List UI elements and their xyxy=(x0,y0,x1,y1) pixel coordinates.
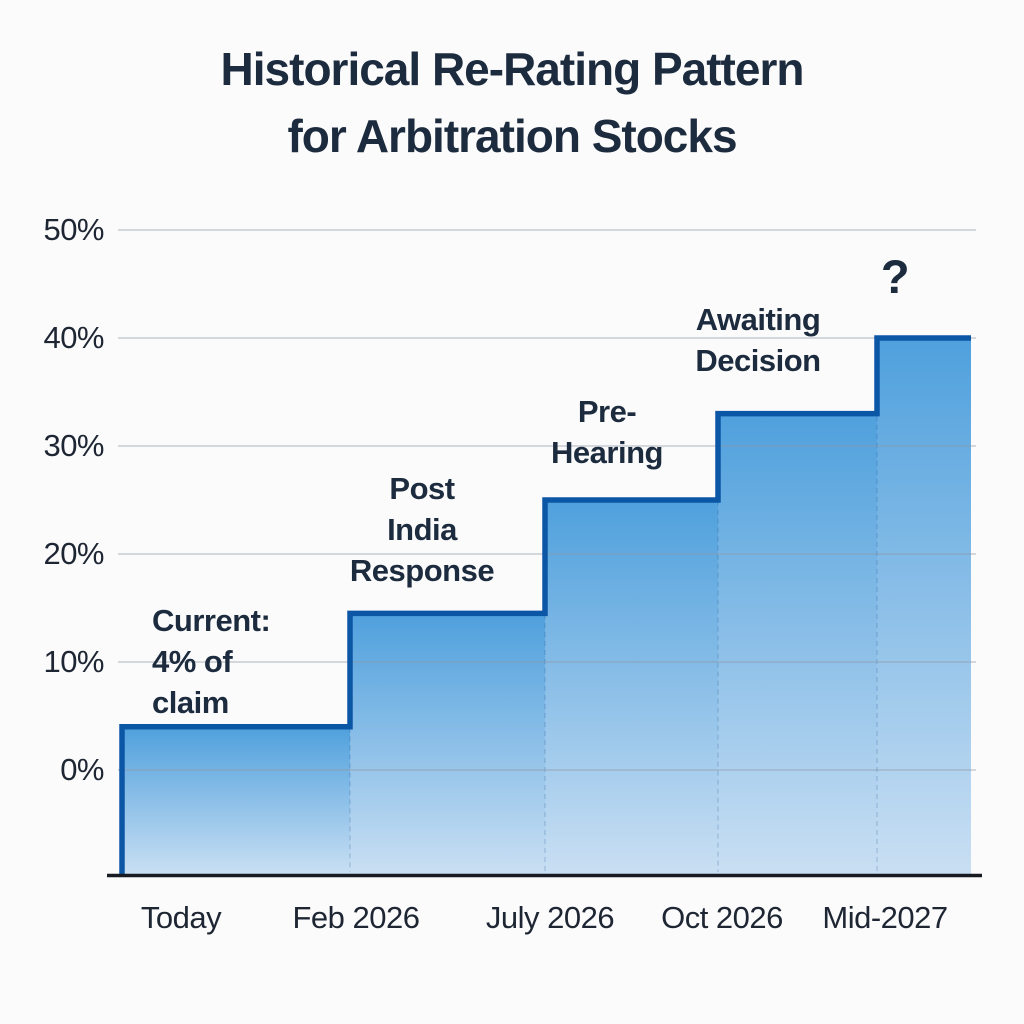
step-fill-4 xyxy=(718,413,877,874)
x-axis-label-1: Today xyxy=(140,900,222,935)
x-axis-label-2: Feb 2026 xyxy=(292,900,421,935)
y-axis-tick-10pct: 10% xyxy=(43,644,104,679)
chart-annotation-5: ? xyxy=(880,248,910,305)
annotation-line: Response xyxy=(349,553,495,588)
annotation-line: 4% of xyxy=(152,644,233,679)
chart-annotation-3: Pre- Hearing xyxy=(551,391,663,473)
y-axis-tick-30pct: 30% xyxy=(43,428,104,463)
step-fill-5 xyxy=(877,338,971,874)
annotation-line: Hearing xyxy=(551,435,663,470)
y-axis-tick-50pct: 50% xyxy=(43,212,104,247)
chart-annotation-1: Current: 4% of claim xyxy=(152,600,271,723)
annotation-line: claim xyxy=(152,685,229,720)
annotation-line: India xyxy=(387,512,457,547)
y-axis-tick-20pct: 20% xyxy=(43,536,104,571)
step-fill-1 xyxy=(122,726,350,874)
annotation-line: ? xyxy=(880,250,910,303)
step-fill-3 xyxy=(545,500,718,874)
annotation-line: Post xyxy=(389,471,455,506)
x-axis-label-5: Mid-2027 xyxy=(822,900,948,935)
x-axis-label-3: July 2026 xyxy=(485,900,615,935)
annotation-line: Decision xyxy=(695,343,821,378)
chart-title-line2: for Arbitration Stocks xyxy=(287,110,737,162)
annotation-line: Awaiting xyxy=(695,302,821,337)
step-fill-2 xyxy=(350,613,545,874)
chart-annotation-4: Awaiting Decision xyxy=(695,299,821,381)
y-axis-tick-40pct: 40% xyxy=(43,320,104,355)
step-outline xyxy=(119,335,971,874)
annotation-line: Current: xyxy=(152,603,271,638)
chart-annotation-2: Post India Response xyxy=(349,468,495,591)
chart-title-line1: Historical Re-Rating Pattern xyxy=(220,43,805,95)
chart-title: Historical Re-Rating Pattern for Arbitra… xyxy=(0,36,1024,170)
annotation-line: Pre- xyxy=(577,394,637,429)
x-axis-label-4: Oct 2026 xyxy=(661,900,783,935)
y-axis-tick-0pct: 0% xyxy=(60,752,104,787)
